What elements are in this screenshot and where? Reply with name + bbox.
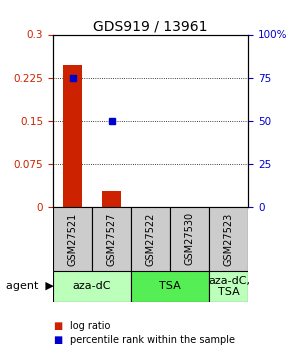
Bar	[92, 207, 131, 271]
Bar	[53, 207, 92, 271]
Text: log ratio: log ratio	[70, 321, 110, 331]
Bar	[170, 207, 209, 271]
Bar	[53, 271, 131, 302]
Text: TSA: TSA	[159, 282, 181, 291]
Bar	[131, 207, 170, 271]
Text: GSM27523: GSM27523	[224, 212, 234, 266]
Text: GSM27522: GSM27522	[146, 212, 156, 266]
Text: ■: ■	[53, 335, 62, 345]
Text: agent  ▶: agent ▶	[6, 282, 54, 291]
Text: percentile rank within the sample: percentile rank within the sample	[70, 335, 235, 345]
Text: GSM27530: GSM27530	[185, 213, 195, 265]
Text: GSM27527: GSM27527	[107, 212, 117, 266]
Text: aza-dC,
TSA: aza-dC, TSA	[208, 276, 250, 297]
Bar	[63, 65, 82, 207]
Bar	[209, 271, 248, 302]
Text: GSM27521: GSM27521	[68, 212, 78, 266]
Text: aza-dC: aza-dC	[73, 282, 112, 291]
Bar	[209, 207, 248, 271]
Text: ■: ■	[53, 321, 62, 331]
Bar	[102, 191, 122, 207]
Title: GDS919 / 13961: GDS919 / 13961	[94, 19, 208, 33]
Bar	[131, 271, 209, 302]
